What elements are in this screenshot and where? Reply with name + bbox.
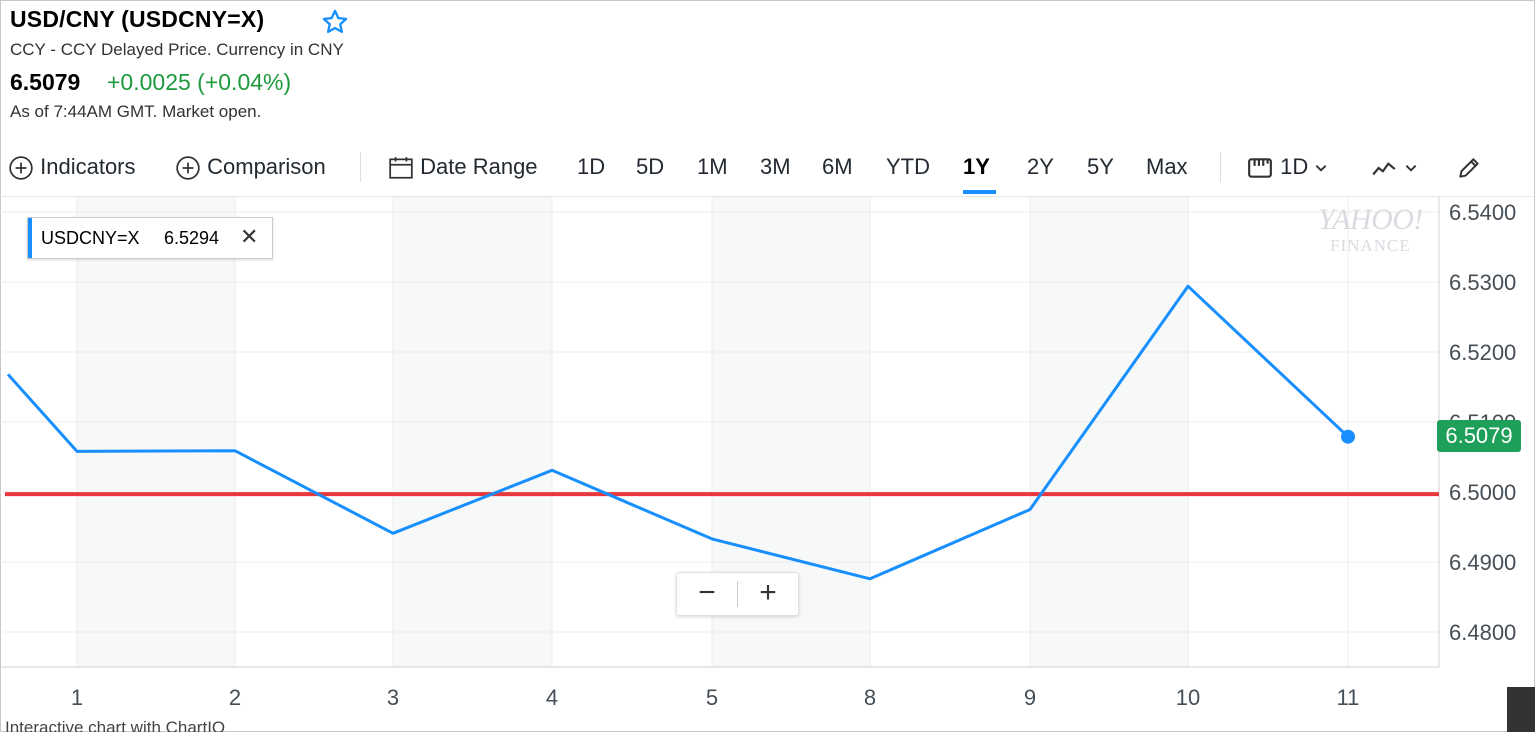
date-range-label: Date Range <box>420 154 538 179</box>
comparison-button[interactable]: Comparison <box>175 148 326 188</box>
shaded-band <box>393 197 552 667</box>
legend-value: 6.5294 <box>164 228 220 248</box>
price-change: +0.0025 (+0.04%) <box>107 69 292 95</box>
plus-circle-icon <box>176 156 200 180</box>
market-status: As of 7:44AM GMT. Market open. <box>10 102 262 121</box>
yahoo-finance-watermark: YAHOO! FINANCE <box>1318 203 1423 255</box>
y-tick-label: 6.5300 <box>1449 270 1516 295</box>
data-point <box>711 537 714 540</box>
y-tick-label: 6.5200 <box>1449 340 1516 365</box>
toolbar-divider <box>1220 152 1221 182</box>
chart-top-border <box>0 196 1533 197</box>
y-tick-label: 6.5000 <box>1449 480 1516 505</box>
y-tick-label: 6.4800 <box>1449 620 1516 645</box>
zoom-divider <box>737 581 738 607</box>
range-5d[interactable]: 5D <box>636 154 665 179</box>
zoom-in-button[interactable]: + <box>759 576 777 609</box>
corner-block <box>1507 687 1535 732</box>
watermark-line1: YAHOO! <box>1318 203 1423 236</box>
y-tick-label: 6.4900 <box>1449 550 1516 575</box>
x-tick-label: 3 <box>387 685 399 710</box>
x-tick-label: 5 <box>706 685 718 710</box>
x-tick-label: 11 <box>1337 685 1360 710</box>
pencil-icon <box>1459 158 1479 178</box>
x-tick-label: 1 <box>71 685 83 710</box>
range-6m[interactable]: 6M <box>822 154 853 179</box>
data-point <box>234 449 237 452</box>
current-price: 6.5079 <box>10 69 81 95</box>
range-ytd[interactable]: YTD <box>886 154 930 179</box>
chevron-down-icon <box>1316 165 1327 172</box>
zoom-control: − + <box>676 572 799 616</box>
x-tick-label: 10 <box>1176 685 1200 710</box>
draw-button[interactable] <box>1456 148 1482 188</box>
plus-circle-icon <box>9 156 33 180</box>
range-max[interactable]: Max <box>1146 154 1188 179</box>
shaded-band <box>77 197 235 667</box>
data-point <box>1029 508 1032 511</box>
data-point <box>551 469 554 472</box>
range-1y[interactable]: 1Y <box>963 154 990 179</box>
x-tick-label: 4 <box>546 685 558 710</box>
x-tick-label: 8 <box>864 685 876 710</box>
data-point <box>76 450 79 453</box>
indicators-button[interactable]: Indicators <box>8 148 136 188</box>
legend-symbol: USDCNY=X <box>41 228 140 248</box>
quote-subtitle: CCY - CCY Delayed Price. Currency in CNY <box>10 40 344 59</box>
data-point <box>869 577 872 580</box>
indicators-label: Indicators <box>40 154 136 179</box>
close-icon[interactable]: ✕ <box>240 224 259 249</box>
range-1d[interactable]: 1D <box>577 154 606 179</box>
current-price-tag: 6.5079 <box>1437 420 1521 452</box>
range-2y[interactable]: 2Y <box>1027 154 1054 179</box>
data-point <box>1187 285 1190 288</box>
comparison-label: Comparison <box>207 154 326 179</box>
star-icon[interactable] <box>321 8 349 36</box>
series-line-usdcny <box>6 284 1350 581</box>
x-tick-label: 9 <box>1024 685 1036 710</box>
range-3m[interactable]: 3M <box>760 154 791 179</box>
range-1m[interactable]: 1M <box>697 154 728 179</box>
footer-text: Interactive chart with ChartIQ <box>5 718 226 732</box>
interval-label: 1D <box>1280 154 1309 179</box>
series-legend: USDCNY=X 6.5294 ✕ <box>27 217 273 259</box>
date-range-button[interactable]: Date Range <box>388 148 538 188</box>
zoom-out-button[interactable]: − <box>698 576 716 609</box>
chart-toolbar: Indicators Comparison Date Range 1D 5D 1… <box>0 148 1533 188</box>
price-chart[interactable]: 6.54006.53006.52006.51006.50006.49006.48… <box>0 197 1533 717</box>
data-point <box>392 532 395 535</box>
shaded-band <box>1030 197 1188 667</box>
candle-interval-icon <box>1248 158 1272 178</box>
y-tick-label: 6.5400 <box>1449 200 1516 225</box>
chevron-down-icon <box>1405 165 1417 172</box>
calendar-icon <box>389 157 413 179</box>
data-point <box>1341 429 1355 444</box>
line-chart-icon <box>1372 162 1396 176</box>
watermark-line2: FINANCE <box>1330 236 1411 255</box>
chart-type-dropdown[interactable] <box>1370 148 1418 188</box>
toolbar-divider <box>360 152 361 182</box>
x-tick-label: 2 <box>229 685 241 710</box>
page-title: USD/CNY (USDCNY=X) <box>10 6 265 32</box>
legend-color-bar <box>28 218 32 258</box>
interval-dropdown[interactable]: 1D <box>1246 148 1328 188</box>
range-5y[interactable]: 5Y <box>1087 154 1114 179</box>
selected-range-indicator <box>963 190 996 194</box>
